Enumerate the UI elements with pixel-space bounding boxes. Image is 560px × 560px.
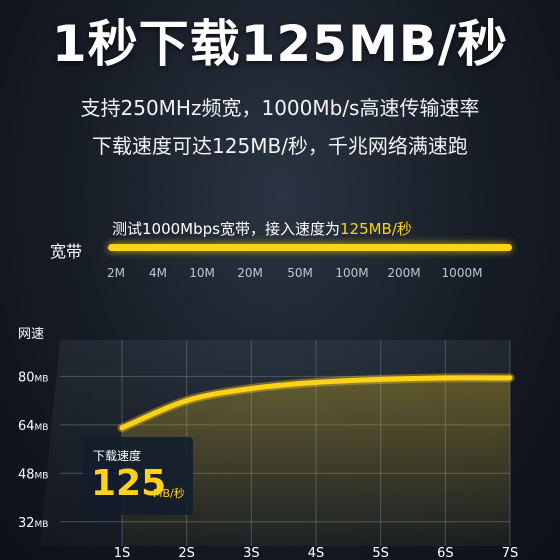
bandwidth-caption-highlight: 125MB/秒 — [339, 220, 412, 238]
bandwidth-tick: 10M — [189, 266, 215, 280]
y-tick-label: 32MB — [18, 516, 49, 531]
bandwidth-tick: 200M — [387, 266, 421, 280]
x-tick-label: 7S — [502, 546, 519, 560]
x-tick-label: 2S — [178, 546, 195, 560]
speed-line-chart: 80MB 64MB 48MB 32MB 1S 2S 3S 4S 5S 6S 7S — [18, 340, 519, 560]
series-area — [122, 377, 510, 546]
x-tick-label: 4S — [308, 546, 325, 560]
badge-label: 下载速度 — [93, 449, 142, 463]
x-tick-label: 5S — [372, 546, 389, 560]
subtitle-line-2: 下载速度可达125MB/秒，千兆网络满速跑 — [92, 134, 468, 158]
bandwidth-ticks: 2M 4M 10M 20M 50M 100M 200M 1000M — [100, 266, 520, 286]
bandwidth-tick: 50M — [287, 266, 313, 280]
y-tick-label: 80MB — [18, 370, 49, 385]
y-tick-label: 48MB — [18, 467, 49, 482]
subtitle-line-1: 支持250MHz频宽，1000Mb/s高速传输速率 — [80, 96, 480, 120]
bandwidth-caption: 测试1000Mbps宽带，接入速度为125MB/秒 — [112, 218, 412, 239]
download-speed-badge: 下载速度 125 MB/秒 — [83, 437, 193, 515]
x-tick-label: 6S — [437, 546, 454, 560]
x-tick-label: 3S — [243, 546, 260, 560]
x-tick-label: 1S — [114, 546, 131, 560]
y-tick-label: 64MB — [18, 419, 49, 434]
bandwidth-tick: 1000M — [441, 266, 483, 280]
bandwidth-tick: 20M — [237, 266, 263, 280]
bandwidth-bar — [108, 244, 512, 251]
headline: 1秒下载125MB/秒 — [51, 15, 509, 73]
bandwidth-caption-text: 测试1000Mbps宽带，接入速度为 — [112, 220, 340, 238]
bandwidth-tick: 4M — [149, 266, 167, 280]
bandwidth-tick: 2M — [107, 266, 125, 280]
bandwidth-tick: 100M — [335, 266, 369, 280]
badge-value: 125 — [91, 463, 167, 504]
speed-chart-title: 网速 — [18, 327, 45, 342]
badge-unit: MB/秒 — [153, 487, 185, 500]
bandwidth-label: 宽带 — [50, 242, 83, 261]
